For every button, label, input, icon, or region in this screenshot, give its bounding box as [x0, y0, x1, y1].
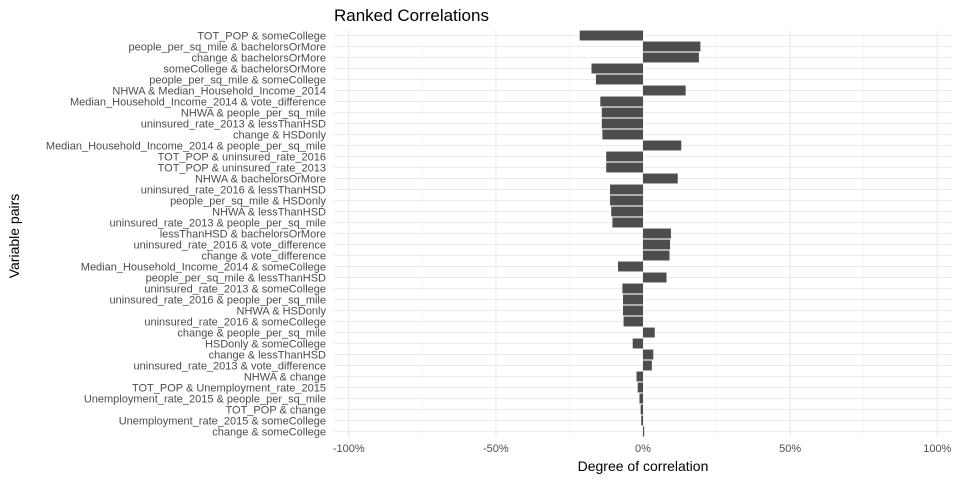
category-label: change & vote_difference	[201, 251, 326, 263]
chart-title: Ranked Correlations	[334, 6, 489, 25]
category-label: Median_Household_Income_2014 & people_pe…	[46, 141, 326, 153]
category-label: uninsured_rate_2016 & lessThanHSD	[141, 185, 326, 197]
bar	[643, 173, 678, 184]
bar	[579, 30, 643, 41]
bars-group	[579, 30, 701, 437]
category-label: uninsured_rate_2013 & people_per_sq_mile	[110, 218, 327, 230]
category-label: TOT_POP & someCollege	[197, 31, 326, 43]
bar	[606, 162, 643, 173]
bar	[643, 52, 699, 63]
category-label: Median_Household_Income_2014 & someColle…	[81, 262, 326, 274]
category-label: Unemployment_rate_2015 & someCollege	[119, 416, 326, 428]
category-label: change & someCollege	[212, 427, 326, 439]
x-tick-label: -50%	[483, 443, 509, 455]
x-tick-label: 100%	[923, 443, 951, 455]
category-label: TOT_POP & uninsured_rate_2013	[158, 163, 326, 175]
category-label: NHWA & change	[244, 372, 326, 384]
bar	[610, 195, 643, 206]
category-label: TOT_POP & uninsured_rate_2016	[158, 152, 326, 164]
category-label: uninsured_rate_2013 & lessThanHSD	[141, 119, 326, 131]
bar	[610, 184, 643, 195]
bar	[632, 338, 643, 349]
bar	[602, 129, 643, 140]
bar	[636, 371, 643, 382]
bar	[641, 415, 643, 426]
category-label: change & lessThanHSD	[209, 350, 326, 362]
category-label: uninsured_rate_2016 & vote_difference	[134, 240, 326, 252]
bar	[643, 239, 671, 250]
category-label: NHWA & bachelorsOrMore	[195, 174, 326, 186]
bar	[591, 63, 643, 74]
category-label: change & people_per_sq_mile	[177, 328, 326, 340]
category-labels: TOT_POP & someCollegepeople_per_sq_mile …	[46, 31, 327, 439]
x-tick-labels: -100% -50% 0% 50% 100%	[333, 443, 952, 455]
x-tick-label: 0%	[635, 443, 651, 455]
x-tick-label: -100%	[333, 443, 365, 455]
category-label: change & bachelorsOrMore	[191, 53, 326, 65]
category-label: people_per_sq_mile & someCollege	[149, 75, 326, 87]
bar	[643, 41, 701, 52]
bar	[622, 294, 643, 305]
category-label: uninsured_rate_2016 & people_per_sq_mile	[110, 295, 327, 307]
bar	[617, 261, 643, 272]
bar	[606, 151, 643, 162]
category-label: NHWA & people_per_sq_mile	[181, 108, 326, 120]
x-axis-title: Degree of correlation	[578, 458, 709, 474]
category-label: TOT_POP & change	[226, 405, 326, 417]
category-label: uninsured_rate_2013 & someCollege	[144, 284, 326, 296]
bar	[601, 118, 643, 129]
category-label: people_per_sq_mile & lessThanHSD	[146, 273, 326, 285]
bar	[643, 272, 667, 283]
category-label: NHWA & Median_Household_Income_2014	[112, 86, 326, 98]
category-label: change & HSDonly	[233, 130, 326, 142]
category-label: HSDonly & someCollege	[205, 339, 326, 351]
bar	[611, 206, 643, 217]
bar	[612, 217, 643, 228]
bar	[600, 96, 643, 107]
category-label: NHWA & lessThanHSD	[212, 207, 326, 219]
bar	[622, 283, 643, 294]
bar	[643, 140, 682, 151]
bar	[640, 404, 643, 415]
bar	[637, 382, 643, 393]
bar	[601, 107, 643, 118]
bar	[643, 327, 655, 338]
y-axis-title: Variable pairs	[6, 194, 22, 279]
category-label: NHWA & HSDonly	[237, 306, 327, 318]
bar	[623, 316, 643, 327]
bar	[622, 305, 643, 316]
category-label: lessThanHSD & bachelorsOrMore	[160, 229, 326, 241]
category-label: people_per_sq_mile & bachelorsOrMore	[129, 42, 327, 54]
category-label: Median_Household_Income_2014 & vote_diff…	[70, 97, 326, 109]
category-label: Unemployment_rate_2015 & people_per_sq_m…	[84, 394, 326, 406]
category-label: uninsured_rate_2013 & vote_difference	[134, 361, 326, 373]
bar	[639, 393, 643, 404]
bar	[643, 228, 671, 239]
bar	[643, 349, 654, 360]
bar	[643, 85, 686, 96]
category-label: uninsured_rate_2016 & someCollege	[144, 317, 326, 329]
category-label: people_per_sq_mile & HSDonly	[170, 196, 326, 208]
bar	[643, 250, 670, 261]
bar	[595, 74, 643, 85]
category-label: someCollege & bachelorsOrMore	[163, 64, 326, 76]
category-label: TOT_POP & Unemployment_rate_2015	[132, 383, 326, 395]
bar	[643, 360, 652, 371]
bar	[643, 426, 645, 437]
x-tick-label: 50%	[779, 443, 801, 455]
